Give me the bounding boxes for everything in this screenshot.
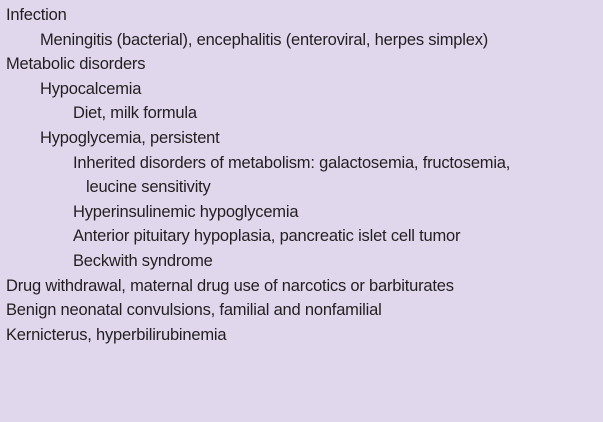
outline-subsubitem: Inherited disorders of metabolism: galac…: [73, 153, 511, 172]
outline-subsubitem: Diet, milk formula: [73, 104, 197, 123]
outline-item: Infection: [6, 6, 67, 24]
outline-item: Drug withdrawal, maternal drug use of na…: [6, 276, 454, 295]
outline-continuation: leucine sensitivity: [86, 178, 211, 197]
outline-subsubitem: Anterior pituitary hypoplasia, pancreati…: [73, 227, 461, 246]
outline-item: Metabolic disorders: [6, 55, 146, 74]
outline-item: Benign neonatal convulsions, familial an…: [6, 301, 382, 320]
outline-item: Kernicterus, hyperbilirubinemia: [6, 325, 227, 344]
outline-subitem: Hypoglycemia, persistent: [40, 128, 220, 147]
outline-subitem: Hypocalcemia: [40, 79, 142, 98]
outline-subsubitem: Beckwith syndrome: [73, 251, 213, 270]
outline-subsubitem: Hyperinsulinemic hypoglycemia: [73, 202, 299, 221]
outline-subitem: Meningitis (bacterial), encephalitis (en…: [40, 30, 489, 49]
